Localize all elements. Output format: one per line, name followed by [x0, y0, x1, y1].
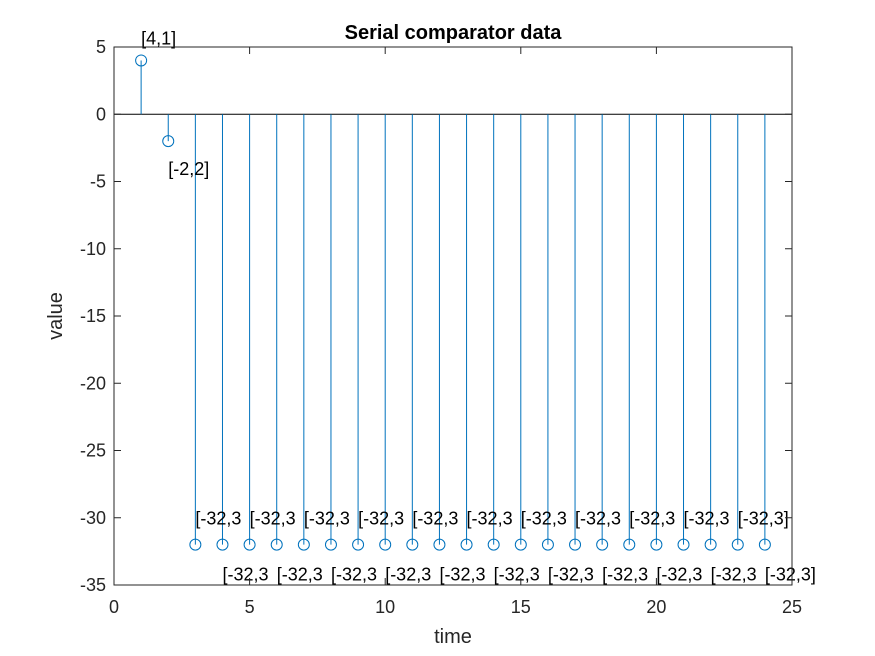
stem-marker: [216, 538, 229, 551]
y-tick-label: -5: [90, 172, 106, 192]
data-label: [-32,3: [385, 565, 431, 585]
plot-area: [114, 47, 792, 585]
data-label: [-32,3: [521, 509, 567, 529]
data-label: [-32,3: [575, 509, 621, 529]
stem-marker: [541, 538, 554, 551]
stem-marker: [704, 538, 717, 551]
y-tick-label: -25: [80, 441, 106, 461]
stem-marker: [569, 538, 582, 551]
markers-layer: [135, 54, 771, 551]
stem-marker: [650, 538, 663, 551]
stem-marker: [270, 538, 283, 551]
data-label: [-32,3]: [738, 509, 789, 529]
data-label: [-32,3]: [765, 565, 816, 585]
stem-marker: [243, 538, 256, 551]
data-label: [-32,3: [250, 509, 296, 529]
stem-marker: [433, 538, 446, 551]
stem-marker: [189, 538, 202, 551]
y-axis-label: value: [45, 292, 67, 340]
y-tick-label: -35: [80, 575, 106, 595]
stem-marker: [324, 538, 337, 551]
data-label: [-2,2]: [168, 159, 209, 179]
stem-marker: [162, 135, 175, 148]
data-labels-layer: [4,1] [-2,2] [-32,3 [-32,3 [-32,3 [-32,3 [-32,…: [141, 28, 816, 584]
stems-layer: [140, 60, 766, 545]
y-tick-label: 0: [96, 104, 106, 124]
stem-marker: [460, 538, 473, 551]
stem-marker: [297, 538, 310, 551]
data-label: [-32,3: [195, 509, 241, 529]
data-label: [-32,3: [467, 509, 513, 529]
stem-marker: [135, 54, 148, 67]
stem-marker: [677, 538, 690, 551]
stem-marker: [487, 538, 500, 551]
data-label: [-32,3: [548, 565, 594, 585]
axes-layer: 0 5 10 15 20 25 5 0 -5 -10 -15 -20 -25 -30 -35: [80, 37, 802, 617]
stem-marker: [596, 538, 609, 551]
chart-title: Serial comparator data: [345, 22, 563, 44]
data-label: [-32,3: [602, 565, 648, 585]
y-tick-label: -30: [80, 508, 106, 528]
stem-marker: [379, 538, 392, 551]
x-tick-label: 0: [109, 597, 119, 617]
data-label: [-32,3: [412, 509, 458, 529]
stem-marker: [758, 538, 771, 551]
data-label: [-32,3: [684, 509, 730, 529]
x-tick-label: 25: [782, 597, 802, 617]
data-label: [-32,3: [656, 565, 702, 585]
data-label: [-32,3: [494, 565, 540, 585]
stem-marker: [352, 538, 365, 551]
y-tick-label: -20: [80, 373, 106, 393]
data-label: [-32,3: [277, 565, 323, 585]
x-tick-label: 15: [511, 597, 531, 617]
y-tick-label: -15: [80, 306, 106, 326]
data-label: [4,1]: [141, 28, 176, 48]
data-label: [-32,3: [222, 565, 268, 585]
x-tick-label: 5: [245, 597, 255, 617]
data-label: [-32,3: [304, 509, 350, 529]
stem-marker: [731, 538, 744, 551]
stem-marker: [406, 538, 419, 551]
data-label: [-32,3: [439, 565, 485, 585]
y-tick-label: 5: [96, 37, 106, 57]
data-label: [-32,3: [629, 509, 675, 529]
stem-marker: [623, 538, 636, 551]
x-axis-label: time: [434, 626, 472, 648]
x-tick-label: 10: [375, 597, 395, 617]
y-tick-label: -10: [80, 239, 106, 259]
stem-marker: [514, 538, 527, 551]
data-label: [-32,3: [711, 565, 757, 585]
data-label: [-32,3: [358, 509, 404, 529]
data-label: [-32,3: [331, 565, 377, 585]
x-tick-label: 20: [646, 597, 666, 617]
